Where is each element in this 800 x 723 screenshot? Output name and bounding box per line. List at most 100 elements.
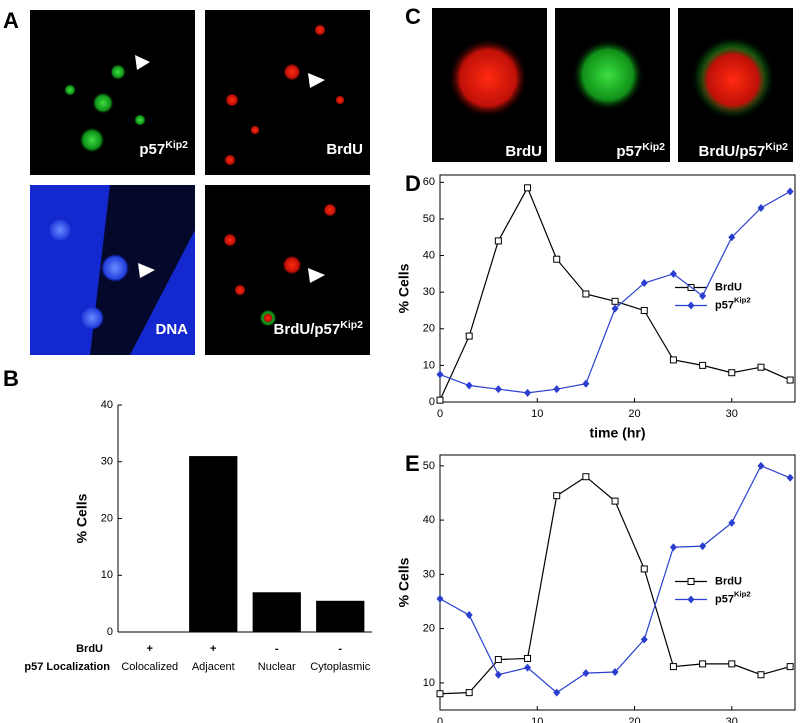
image-caption-main: p57 xyxy=(616,143,642,160)
x-tick-label: 10 xyxy=(531,408,543,420)
marker xyxy=(582,473,590,481)
row-value: + xyxy=(147,643,153,655)
image-caption-main: BrdU/p57 xyxy=(274,321,341,338)
marker xyxy=(553,688,561,697)
y-tick-label: 40 xyxy=(423,249,435,261)
y-tick-label: 20 xyxy=(423,323,435,335)
y-tick-label: 40 xyxy=(423,514,435,526)
marker xyxy=(757,671,765,679)
x-tick-label: 20 xyxy=(628,408,640,420)
marker xyxy=(582,669,590,678)
marker xyxy=(786,376,794,384)
marker xyxy=(640,565,648,573)
marker xyxy=(582,379,590,388)
marker xyxy=(494,385,502,394)
marker xyxy=(687,578,695,585)
x-tick-label: 0 xyxy=(437,716,443,723)
marker xyxy=(494,670,502,679)
panel-label: E xyxy=(405,451,420,476)
marker xyxy=(699,660,707,668)
marker xyxy=(465,611,473,620)
y-axis-label: % Cells xyxy=(74,493,90,543)
x-tick-label: 30 xyxy=(726,408,738,420)
image-caption: p57Kip2 xyxy=(616,141,665,160)
plot-frame xyxy=(439,174,796,403)
x-tick-label: 20 xyxy=(628,716,640,723)
y-axis-label: % Cells xyxy=(396,557,412,607)
y-tick-label: 30 xyxy=(101,456,113,468)
row-value: + xyxy=(210,643,216,655)
marker xyxy=(582,290,590,298)
marker xyxy=(669,543,677,552)
marker xyxy=(728,518,736,527)
marker xyxy=(436,370,444,379)
x-tick-label: Colocalized xyxy=(121,661,178,673)
plot-frame xyxy=(439,454,796,711)
bar xyxy=(189,456,238,632)
x-axis-label: time (hr) xyxy=(590,425,646,441)
legend-label: p57Kip2 xyxy=(715,296,751,312)
y-tick-label: 40 xyxy=(101,399,113,411)
marker xyxy=(494,237,502,245)
marker xyxy=(786,473,794,482)
legend-label-main: p57 xyxy=(715,299,734,311)
panel-label: B xyxy=(3,366,19,391)
legend-label: p57Kip2 xyxy=(715,590,751,606)
marker xyxy=(465,689,473,697)
x-tick-label: Adjacent xyxy=(192,661,235,673)
marker xyxy=(728,660,736,668)
image-merge-a xyxy=(205,185,370,355)
marker xyxy=(687,301,695,310)
marker xyxy=(611,304,619,313)
image-c-p57 xyxy=(555,8,670,162)
image-c-merge xyxy=(678,8,793,162)
image-caption: BrdU xyxy=(326,141,363,158)
image-c-brdu xyxy=(432,8,547,162)
x-tick-label: 30 xyxy=(726,716,738,723)
image-caption: BrdU/p57Kip2 xyxy=(699,141,789,160)
image-caption-main: BrdU xyxy=(505,143,542,160)
y-tick-label: 20 xyxy=(101,512,113,524)
panel-label: C xyxy=(405,4,421,29)
legend-label-main: BrdU xyxy=(715,575,742,587)
image-caption-sup: Kip2 xyxy=(165,139,188,151)
marker xyxy=(553,385,561,394)
image-caption-main: BrdU/p57 xyxy=(699,143,766,160)
legend-label: BrdU xyxy=(715,281,742,293)
marker xyxy=(757,363,765,371)
marker xyxy=(465,381,473,390)
marker xyxy=(611,668,619,677)
legend-label-main: p57 xyxy=(715,593,734,605)
image-caption-main: BrdU xyxy=(326,141,363,158)
bar xyxy=(252,592,301,632)
marker xyxy=(436,594,444,603)
y-tick-label: 10 xyxy=(101,569,113,581)
row-value: - xyxy=(338,643,342,655)
image-brdu xyxy=(205,10,370,175)
y-tick-label: 50 xyxy=(423,213,435,225)
image-caption: p57Kip2 xyxy=(139,139,188,158)
image-caption-main: p57 xyxy=(139,141,165,158)
marker xyxy=(699,542,707,551)
image-caption-sup: Kip2 xyxy=(340,319,363,331)
image-dna xyxy=(30,185,195,355)
y-tick-label: 60 xyxy=(423,176,435,188)
row-value: - xyxy=(275,643,279,655)
row-title: BrdU xyxy=(76,643,103,655)
x-tick-label: Cytoplasmic xyxy=(310,661,370,673)
legend-label-sup: Kip2 xyxy=(734,590,751,599)
y-tick-label: 0 xyxy=(429,396,435,408)
y-tick-label: 30 xyxy=(423,568,435,580)
marker xyxy=(553,492,561,500)
image-caption-sup: Kip2 xyxy=(642,141,665,153)
legend-label-sup: Kip2 xyxy=(734,296,751,305)
marker xyxy=(669,269,677,278)
bar xyxy=(316,600,365,632)
marker xyxy=(669,663,677,671)
series-line xyxy=(439,186,791,401)
marker xyxy=(757,203,765,212)
marker xyxy=(640,306,648,314)
marker xyxy=(786,187,794,196)
y-tick-label: 30 xyxy=(423,286,435,298)
marker xyxy=(524,184,532,192)
